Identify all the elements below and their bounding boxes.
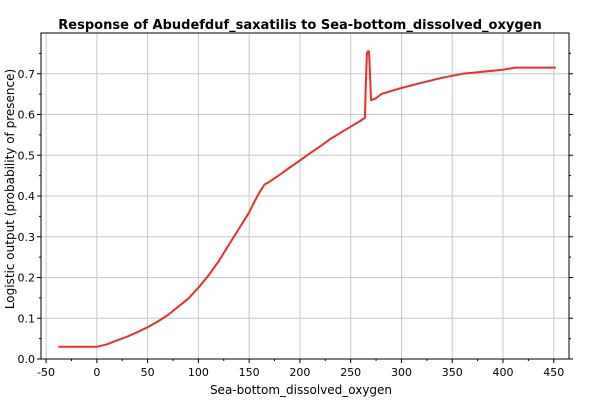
tick-labels: -50 0 50 100 150 200 250 300 350 400 450 0.0 0.1 0.2 0…: [18, 68, 565, 379]
y-tick-label: 0.5: [18, 149, 36, 162]
x-tick-label: 0: [93, 366, 100, 379]
x-tick-label: 350: [442, 366, 463, 379]
x-tick-label: 50: [141, 366, 155, 379]
y-tick-label: 0.2: [18, 272, 36, 285]
response-curve-line: [58, 50, 556, 348]
x-tick-label: -50: [37, 366, 55, 379]
x-tick-label: 250: [340, 366, 361, 379]
y-tick-label: 0.3: [18, 231, 36, 244]
y-tick-label: 0.6: [18, 109, 36, 122]
y-tick-label: 0.1: [18, 312, 36, 325]
x-tick-label: 150: [239, 366, 260, 379]
x-tick-label: 100: [188, 366, 209, 379]
x-tick-label: 400: [493, 366, 514, 379]
y-tick-label: 0.4: [18, 190, 36, 203]
x-tick-label: 300: [391, 366, 412, 379]
x-axis-title: Sea-bottom_dissolved_oxygen: [210, 383, 392, 397]
axis-ticks: [37, 52, 573, 363]
chart-title: Response of Abudefduf_saxatilis to Sea-b…: [58, 18, 541, 33]
y-tick-label: 0.7: [18, 68, 36, 81]
y-tick-label: 0.0: [18, 353, 36, 366]
x-tick-label: 200: [289, 366, 310, 379]
y-axis-title: Logistic output (probability of presence…: [3, 69, 17, 309]
grid-lines: [41, 33, 569, 360]
x-tick-label: 450: [543, 366, 564, 379]
